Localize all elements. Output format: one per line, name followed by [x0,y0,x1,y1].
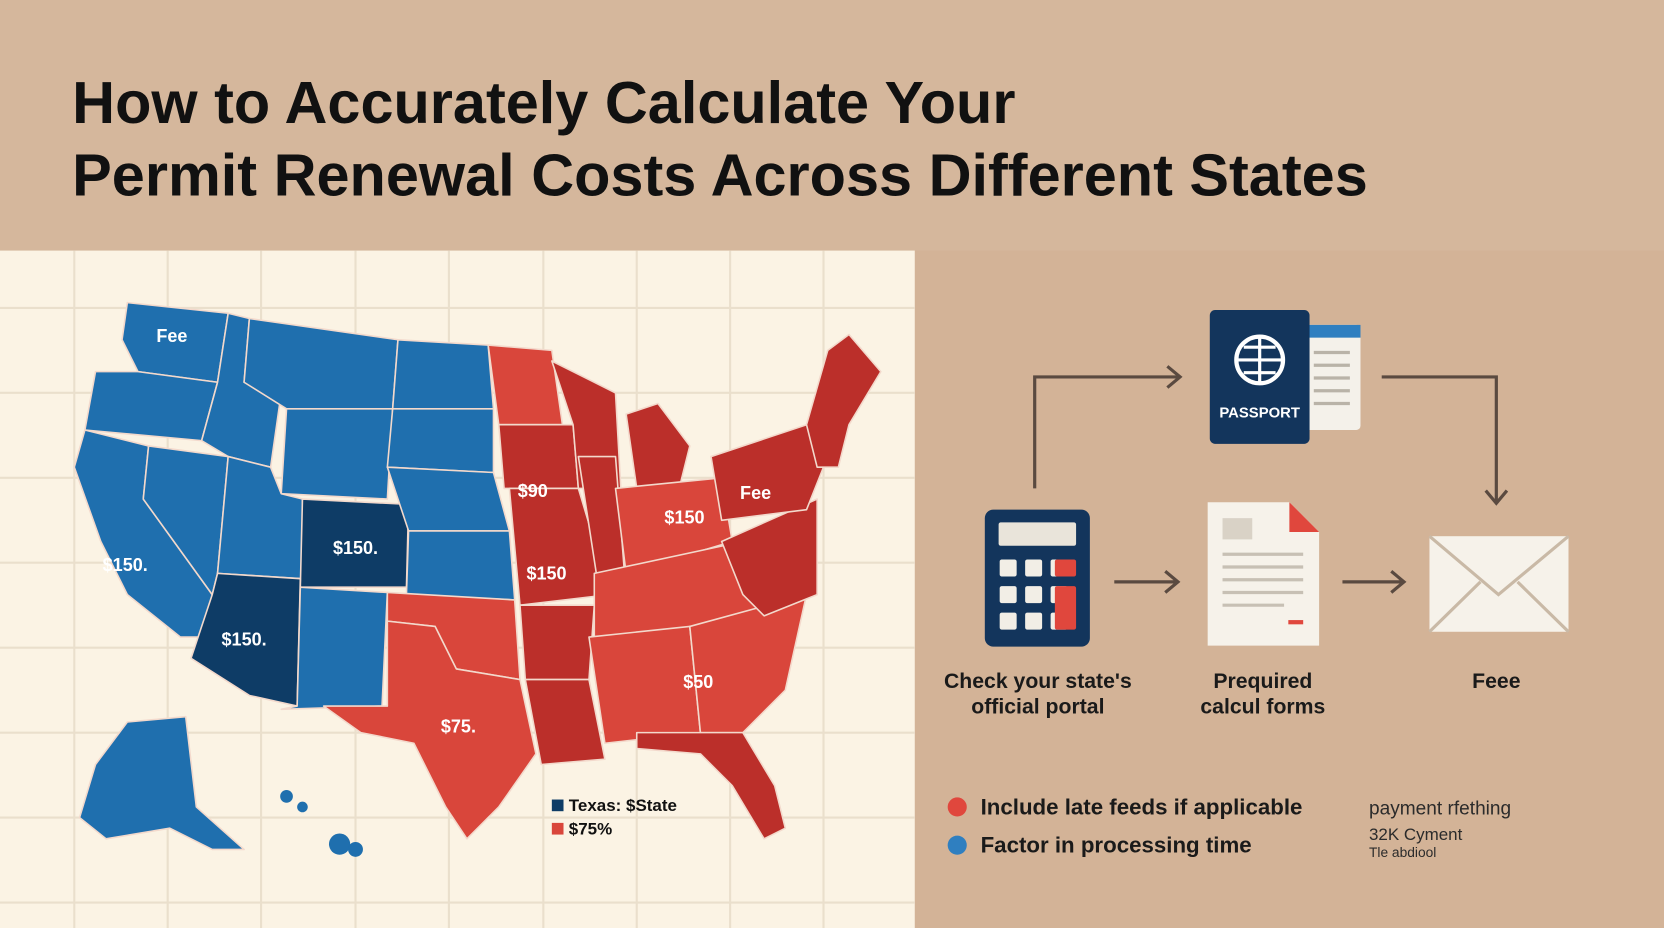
step-caption: Feee [1472,670,1521,693]
state [710,423,829,522]
state [386,407,495,474]
form-mark [1288,620,1304,625]
doc-lines [1313,350,1350,406]
envelope-icon [1428,534,1570,633]
legend-swatch [551,822,564,835]
state [190,572,302,707]
state [322,620,537,840]
legend-text: $75% [569,820,612,839]
arrow-head [1166,365,1183,389]
form-corner [1289,502,1320,532]
globe-lines [1236,336,1284,384]
notes: payment rfething 32K Cyment Tle abdiool [1369,798,1511,859]
state [280,407,394,500]
arrow [1342,570,1407,594]
map-label: $150. [222,630,267,650]
doc-band [1303,324,1361,338]
tip-dot [947,835,967,855]
flow-arrows [1033,365,1509,594]
calc-key [1054,586,1077,630]
legend-text: Texas: $State [569,796,677,815]
arrow [1033,375,1181,489]
tip-dot [947,797,967,817]
form-lines [1222,552,1304,607]
tip-text: Include late feeds if applicable [981,794,1303,819]
calc-key [999,612,1017,630]
state [84,370,219,442]
envelope-flap [1428,534,1570,633]
calc-key [1025,586,1043,604]
note: payment rfething [1369,798,1511,819]
state [519,604,596,681]
state [391,338,495,410]
passport-icon: PASSPORT [1209,310,1361,444]
arrow [1114,570,1181,594]
island [328,833,351,855]
calc-key [999,559,1017,577]
island [348,841,363,857]
calculator-icon [984,509,1090,647]
passport-label: PASSPORT [1219,405,1300,421]
step-caption: official portal [971,696,1104,719]
map-label: $150. [103,555,148,575]
envelope [1429,536,1569,632]
island [280,789,293,803]
map-label: $75. [441,717,476,737]
map-label: $90 [518,481,548,501]
map-label: $150 [526,564,566,584]
calc-key [1054,559,1077,577]
arrow [1381,375,1498,504]
calc-key [1025,612,1043,630]
map-label: $150. [333,538,378,558]
header-band [0,0,1664,251]
form-box [1222,518,1253,540]
calc-key [999,586,1017,604]
tips: Include late feeds if applicable Factor … [947,794,1303,858]
state [497,423,580,490]
us-map [73,301,882,857]
step-caption: calcul forms [1200,696,1325,719]
legend-swatch [551,799,564,812]
calc-keys [999,559,1077,630]
map-label: Fee [740,483,771,503]
step-caption: Check your state's [944,670,1132,693]
note: 32K Cyment [1369,825,1463,844]
map-label: $50 [683,672,713,692]
calc-screen [998,522,1077,546]
state [78,715,245,851]
state [487,344,564,426]
map-label: $150 [664,507,704,527]
calc-key [1025,559,1043,577]
map-labels: Fee $150. $150. $150. $75. $90 $150 $150 $50 Fee [103,326,771,737]
state [386,466,511,532]
state [635,731,787,840]
map-label: Fee [156,326,187,346]
island [297,801,308,813]
map-legend: Texas: $State $75% [551,796,677,839]
title-line: Permit Renewal Costs Across Different St… [72,141,1368,208]
state [524,678,606,766]
form-icon [1207,502,1320,646]
state [805,333,882,468]
note: Tle abdiool [1369,845,1436,860]
arrow-head [1484,489,1509,506]
tip-text: Factor in processing time [981,833,1252,858]
state [405,530,516,601]
state [625,402,691,490]
title-line: How to Accurately Calculate Your [72,69,1015,136]
step-caption: Prequired [1213,670,1312,693]
step-captions: Check your state's official portal Prequir… [944,670,1521,718]
